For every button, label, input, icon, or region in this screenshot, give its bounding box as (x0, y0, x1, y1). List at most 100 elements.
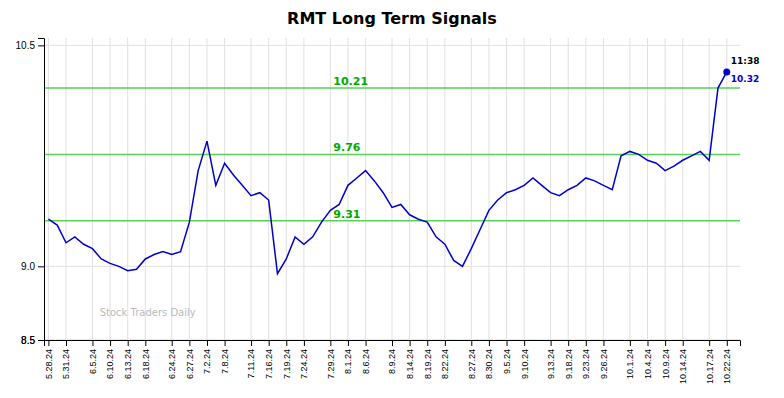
x-tick-mark (568, 340, 569, 346)
last-point (723, 68, 730, 75)
x-tick-label: 8.14.24 (405, 349, 415, 379)
x-tick: 6.10.24 (105, 340, 115, 379)
grid-line-x (409, 38, 410, 340)
level-label: 10.21 (333, 75, 368, 88)
x-tick-mark (225, 340, 226, 346)
x-tick-mark (727, 340, 728, 346)
grid-line-x (110, 38, 111, 340)
x-tick-mark (427, 340, 428, 346)
grid-line-x (550, 38, 551, 340)
marks (44, 68, 740, 273)
x-tick-mark (551, 340, 552, 346)
x-tick-label: 8.6.24 (361, 349, 371, 374)
grid-line-x (66, 38, 67, 340)
x-tick: 6.18.24 (141, 340, 151, 379)
x-tick-label: 8.30.24 (484, 349, 494, 379)
grid-line-x (709, 38, 710, 340)
grid-line-x (251, 38, 252, 340)
x-tick-label: 8.27.24 (467, 349, 477, 379)
x-tick-mark (189, 340, 190, 346)
x-tick-mark (410, 340, 411, 346)
y-tick: 9.0 (21, 261, 44, 272)
x-tick: 8.30.24 (484, 340, 494, 379)
x-tick: 8.19.24 (423, 340, 433, 379)
x-tick-mark (586, 340, 587, 346)
grid-line-x (286, 38, 287, 340)
grid-line-x (48, 38, 49, 340)
x-tick-label: 6.5.24 (88, 349, 98, 374)
x-axis-line (45, 341, 741, 347)
grid-line-x (726, 38, 727, 340)
y-tick-mark (38, 340, 44, 341)
grid-line-x (427, 38, 428, 340)
x-tick: 7.16.24 (264, 340, 274, 379)
x-tick-label: 7.8.24 (220, 349, 230, 374)
y-tick-mark (38, 45, 44, 46)
grid-line-x (189, 38, 190, 340)
grid-line-x (585, 38, 586, 340)
x-tick-label: 9.23.24 (581, 349, 591, 379)
annotation-time: 11:38 (731, 56, 760, 66)
grid-line-x (303, 38, 304, 340)
x-tick-label: 10.22.24 (722, 349, 732, 384)
x-tick: 9.10.24 (520, 340, 530, 379)
x-tick-mark (286, 340, 287, 346)
x-tick-mark (647, 340, 648, 346)
x-tick-label: 5.31.24 (61, 349, 71, 379)
x-tick: 10.4.24 (643, 340, 653, 379)
x-tick-label: 8.9.24 (387, 349, 397, 374)
x-tick: 10.9.24 (660, 340, 670, 379)
x-tick-mark (683, 340, 684, 346)
grid-line-x (206, 38, 207, 340)
x-tick: 8.22.24 (440, 340, 450, 379)
grid-line-x (603, 38, 604, 340)
x-tick: 8.6.24 (361, 340, 371, 374)
grid-line-x (629, 38, 630, 340)
x-tick-mark (66, 340, 67, 346)
level-line (44, 220, 740, 222)
x-tick: 8.1.24 (343, 340, 353, 374)
x-tick-label: 9.18.24 (564, 349, 574, 379)
grid-line-x (171, 38, 172, 340)
grid-line-x (330, 38, 331, 340)
x-tick-label: 7.19.24 (282, 349, 292, 379)
x-tick-label: 10.9.24 (660, 349, 670, 379)
x-tick: 5.28.24 (44, 340, 54, 379)
x-tick-label: 8.22.24 (440, 349, 450, 379)
y-tick: 8.5 (21, 335, 44, 346)
grid-line-x (524, 38, 525, 340)
x-tick: 7.8.24 (220, 340, 230, 374)
y-tick: 10.5 (16, 40, 44, 51)
x-tick-mark (48, 340, 49, 346)
grid-line-x (444, 38, 445, 340)
x-tick-label: 7.2.24 (202, 349, 212, 374)
y-tick-mark (38, 340, 44, 341)
grid-line-x (471, 38, 472, 340)
x-tick-label: 10.1.24 (625, 349, 635, 379)
annotation-price: 10.32 (731, 74, 759, 84)
x-tick-label: 6.27.24 (185, 349, 195, 379)
grid-line-x (268, 38, 269, 340)
grid-line-x (488, 38, 489, 340)
x-tick-mark (445, 340, 446, 346)
level-label: 9.31 (333, 208, 360, 221)
x-tick: 10.1.24 (625, 340, 635, 379)
grid-line-x (682, 38, 683, 340)
x-tick: 9.5.24 (502, 340, 512, 374)
x-tick: 8.27.24 (467, 340, 477, 379)
x-tick: 9.13.24 (546, 340, 556, 379)
x-tick-label: 9.13.24 (546, 349, 556, 379)
x-tick-mark (128, 340, 129, 346)
x-tick: 7.24.24 (299, 340, 309, 379)
x-tick-mark (507, 340, 508, 346)
x-tick-label: 9.10.24 (520, 349, 530, 379)
x-tick-mark (145, 340, 146, 346)
x-tick: 9.23.24 (581, 340, 591, 379)
grid-line-x (92, 38, 93, 340)
x-tick-label: 6.10.24 (105, 349, 115, 379)
x-tick-mark (304, 340, 305, 346)
x-tick-mark (207, 340, 208, 346)
x-tick-mark (524, 340, 525, 346)
x-tick-label: 7.24.24 (299, 349, 309, 379)
x-tick-mark (603, 340, 604, 346)
